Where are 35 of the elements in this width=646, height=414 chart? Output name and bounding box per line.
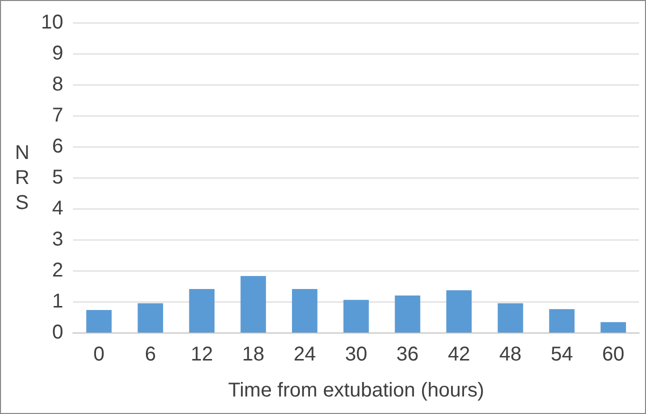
bar	[240, 276, 266, 332]
y-tick-label: 5	[52, 166, 64, 189]
bar	[292, 288, 318, 332]
bar	[138, 303, 164, 332]
y-tick-label: 10	[40, 12, 64, 34]
x-tick-label: 42	[448, 344, 470, 366]
y-tick-label: 2	[52, 260, 64, 282]
x-tick-label: 12	[190, 344, 213, 366]
y-tick-label: 7	[52, 104, 64, 127]
y-tick-label: 1	[52, 290, 64, 313]
y-axis-title: NRS	[15, 141, 30, 216]
x-tick-label: 6	[144, 344, 156, 366]
x-axis-title: Time from extubation (hours)	[228, 380, 484, 402]
bar	[446, 290, 472, 332]
x-tick-label: 54	[550, 344, 573, 366]
x-tick-label: 18	[242, 344, 264, 366]
y-tick-label: 8	[52, 74, 64, 96]
x-tick-label: 60	[602, 344, 624, 366]
x-tick-label: 48	[499, 344, 522, 366]
x-tick-label: 0	[93, 344, 105, 366]
bar	[189, 288, 215, 332]
bar	[600, 322, 626, 332]
y-tick-label: 3	[52, 228, 64, 251]
y-tick-label: 0	[52, 322, 64, 344]
x-tick-label: 30	[345, 344, 368, 366]
y-tick-label: 4	[52, 198, 64, 220]
bar	[394, 295, 420, 332]
y-tick-label: 6	[52, 136, 64, 158]
y-tick-label: 9	[52, 42, 64, 65]
x-tick-label: 24	[294, 344, 316, 366]
bar	[498, 303, 524, 332]
bar	[343, 300, 369, 332]
bar	[549, 309, 575, 332]
bar	[86, 310, 112, 332]
x-tick-label: 36	[396, 344, 419, 366]
